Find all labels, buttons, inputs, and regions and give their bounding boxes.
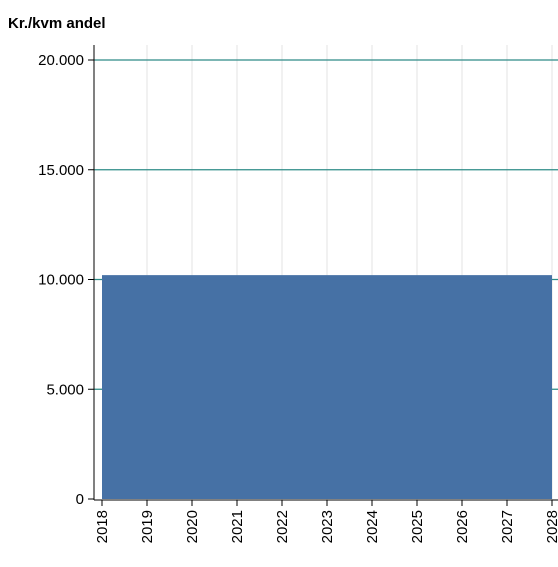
y-tick-label: 15.000 (38, 162, 84, 179)
x-tick-label: 2026 (454, 510, 471, 543)
x-axis-ticks: 2018 2019 2020 2021 2022 2023 2024 2025 2026 2027… (94, 500, 558, 543)
x-tick-label: 2021 (229, 510, 246, 543)
x-tick-label: 2020 (184, 510, 201, 543)
series-layer (102, 275, 552, 499)
y-tick-label: 5.000 (46, 381, 84, 398)
y-tick-label: 0 (76, 491, 84, 508)
y-axis-ticks: 0 5.000 10.000 15.000 20.000 (38, 52, 94, 508)
x-tick-label: 2023 (319, 510, 336, 543)
x-tick-label: 2019 (139, 510, 156, 543)
x-tick-label: 2025 (409, 510, 426, 543)
y-tick-label: 10.000 (38, 272, 84, 289)
y-tick-label: 20.000 (38, 52, 84, 69)
x-tick-label: 2022 (274, 510, 291, 543)
x-tick-label: 2024 (364, 510, 381, 543)
x-tick-label: 2018 (94, 510, 111, 543)
x-tick-label: 2027 (499, 510, 516, 543)
x-tick-label: 2028 (544, 510, 558, 543)
axes (93, 45, 558, 501)
chart-title: Kr./kvm andel (8, 15, 106, 32)
series-area (102, 275, 552, 499)
